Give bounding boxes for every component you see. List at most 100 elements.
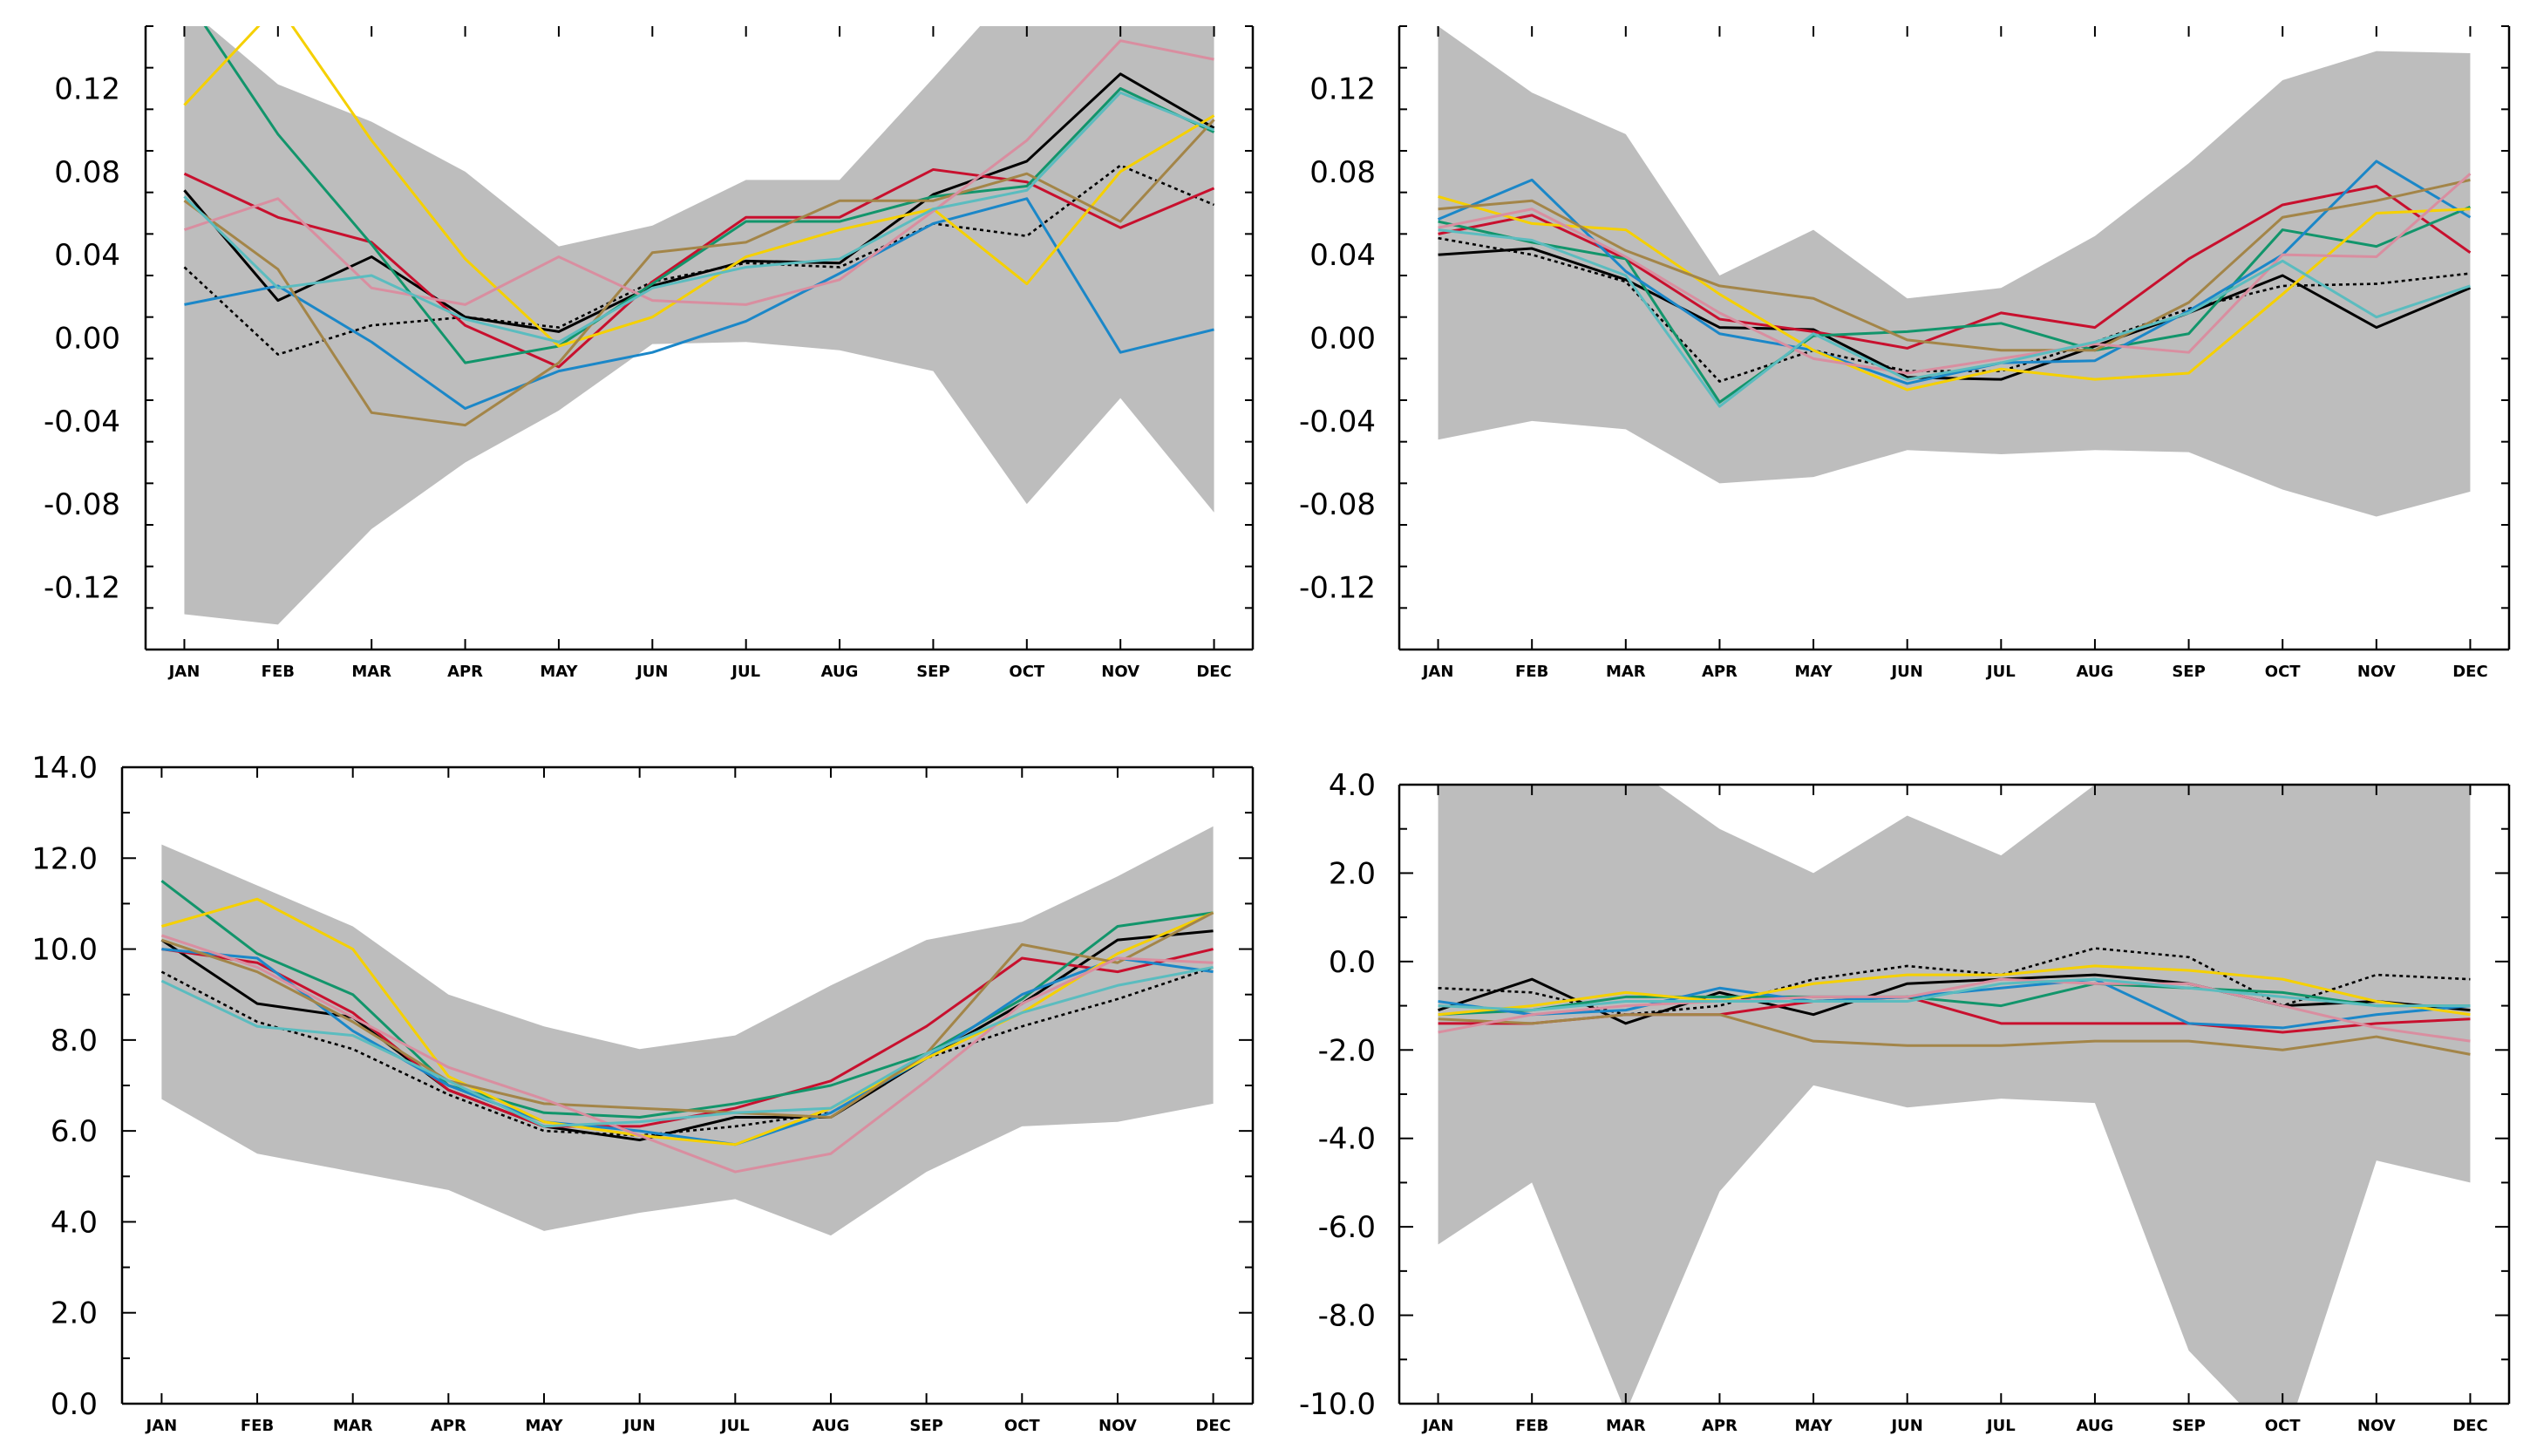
- x-tick-label: DEC: [1195, 1417, 1230, 1435]
- y-tick-label: -2.0: [1318, 1033, 1376, 1068]
- y-tick-label: 0.08: [1309, 155, 1376, 190]
- x-tick-label: MAR: [351, 663, 391, 681]
- series-line-green: [1438, 982, 2471, 1017]
- series-line-pink: [1438, 977, 2471, 1043]
- series-line-brown: [160, 911, 1214, 1119]
- spread-envelope: [1438, 785, 2471, 1404]
- y-tick-label: 0.00: [54, 322, 120, 357]
- y-tick-label: 0.12: [1309, 72, 1376, 107]
- x-tick-label: SEP: [916, 663, 949, 681]
- plot-area: [160, 826, 1214, 1236]
- series-line-brown: [183, 119, 1215, 427]
- x-tick-label: JUN: [1889, 663, 1922, 681]
- x-tick-label: OCT: [1004, 1417, 1041, 1435]
- y-tick-label: 0.00: [1309, 322, 1376, 357]
- y-tick-label: -0.08: [1299, 487, 1376, 522]
- plot-area: [1437, 26, 2472, 517]
- x-tick-label: MAR: [1606, 1417, 1646, 1435]
- x-tick-label: FEB: [241, 1417, 274, 1435]
- panel-bottom-right: 4.0 2.0 0.0 -2.0 -4.0 -6.0 -8.0 -10.0 JAN FEB MAR A…: [1299, 768, 2511, 1435]
- x-tick-label: APR: [1702, 1417, 1738, 1435]
- series-line-yellow: [183, 26, 1215, 348]
- x-tick-label: FEB: [1515, 1417, 1548, 1435]
- y-tick-label: 0.04: [1309, 238, 1376, 273]
- x-tick-label: JUN: [635, 663, 668, 681]
- x-tick-label: JUN: [622, 1417, 655, 1435]
- x-tick-label: NOV: [2357, 1417, 2396, 1435]
- series-line-pink: [1438, 173, 2472, 375]
- x-tick-label: JUL: [1985, 1417, 2016, 1435]
- x-tick-label: JUL: [1985, 663, 2016, 681]
- y-tick-label: -0.04: [1299, 405, 1376, 439]
- x-tick-label: OCT: [2265, 663, 2302, 681]
- series-line-blue: [1437, 160, 2472, 385]
- x-tick-label: MAR: [1606, 663, 1646, 681]
- x-tick-label: NOV: [2357, 663, 2396, 681]
- x-tick-label: MAY: [540, 663, 578, 681]
- x-tick-label: FEB: [1515, 663, 1548, 681]
- series-line-red: [183, 167, 1215, 369]
- series-line-blue: [184, 197, 1214, 411]
- y-tick-label: -0.04: [44, 405, 120, 439]
- x-tick-label: JAN: [167, 663, 201, 681]
- series-line-pink: [160, 934, 1214, 1174]
- series-line-cyan: [160, 965, 1214, 1128]
- x-tick-label: APR: [1702, 663, 1738, 681]
- series-line-dotted: [160, 966, 1214, 1137]
- y-tick-label: 6.0: [51, 1114, 98, 1149]
- x-tick-label: AUG: [813, 1417, 850, 1435]
- series-line-brown: [1438, 178, 2471, 352]
- y-tick-label: 10.0: [31, 933, 98, 968]
- x-tick-label: DEC: [2452, 1417, 2487, 1435]
- x-tick-label: NOV: [1101, 663, 1139, 681]
- series-line-red: [1438, 185, 2472, 350]
- x-tick-label: JAN: [145, 1417, 178, 1435]
- y-tick-label: -0.08: [44, 487, 120, 522]
- x-tick-label: DEC: [2452, 663, 2487, 681]
- y-tick-label: 14.0: [31, 751, 98, 786]
- plot-area: [1438, 785, 2471, 1404]
- series-line-cyan: [1438, 228, 2471, 408]
- x-tick-label: AUG: [821, 663, 859, 681]
- x-tick-label: JUL: [730, 663, 760, 681]
- series-line-cyan: [1438, 977, 2471, 1012]
- x-tick-label: JUL: [719, 1417, 750, 1435]
- x-tick-label: FEB: [262, 663, 295, 681]
- panel-bottom-left: 14.0 12.0 10.0 8.0 6.0 4.0 2.0 0.0 JAN FEB MAR APR M…: [31, 751, 1255, 1435]
- y-tick-label: -0.12: [1299, 571, 1376, 606]
- panel-top-right: 0.12 0.08 0.04 0.00 -0.04 -0.08 -0.12 JAN FEB MAR…: [1299, 25, 2511, 681]
- x-tick-label: MAY: [1794, 1417, 1833, 1435]
- x-tick-label: NOV: [1098, 1417, 1137, 1435]
- y-tick-label: 2.0: [51, 1296, 98, 1331]
- spread-envelope: [161, 826, 1214, 1236]
- x-tick-label: APR: [431, 1417, 466, 1435]
- series-line-cyan: [183, 91, 1215, 344]
- y-tick-label: 0.08: [54, 155, 120, 190]
- x-tick-label: JUN: [1889, 1417, 1922, 1435]
- series-line-dotted: [183, 164, 1215, 356]
- series-line-dotted: [1438, 947, 2471, 1017]
- x-tick-label: AUG: [2077, 1417, 2114, 1435]
- y-tick-label: -6.0: [1318, 1210, 1376, 1245]
- x-tick-label: SEP: [2172, 1417, 2205, 1435]
- series-line-blue: [161, 948, 1214, 1146]
- y-tick-label: -10.0: [1299, 1387, 1376, 1422]
- y-tick-label: 4.0: [51, 1205, 98, 1240]
- y-tick-label: -0.12: [44, 571, 120, 606]
- x-tick-label: MAY: [1794, 663, 1833, 681]
- y-tick-label: -4.0: [1318, 1122, 1376, 1157]
- y-tick-label: 0.12: [54, 72, 120, 107]
- series-line-green: [203, 26, 1215, 364]
- series-line-yellow: [1438, 964, 2471, 1017]
- y-tick-label: 4.0: [1329, 768, 1376, 803]
- y-tick-label: 0.0: [51, 1387, 98, 1422]
- panel-top-left: 0.12 0.08 0.04 0.00 -0.04 -0.08 -0.12 JAN FEB MAR…: [44, 25, 1255, 681]
- x-tick-label: AUG: [2077, 663, 2114, 681]
- y-tick-label: 2.0: [1329, 856, 1376, 891]
- y-tick-label: -8.0: [1318, 1299, 1376, 1334]
- series-line-yellow: [1438, 194, 2471, 391]
- y-tick-label: 8.0: [51, 1024, 98, 1058]
- y-tick-label: 0.0: [1329, 945, 1376, 980]
- x-tick-label: APR: [447, 663, 483, 681]
